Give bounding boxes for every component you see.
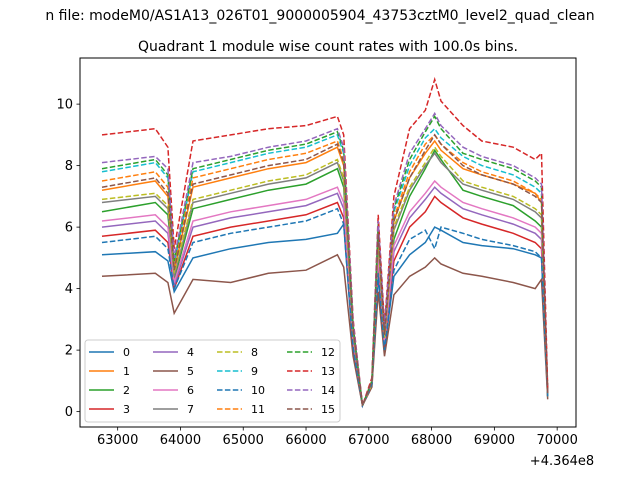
x-tick-label: 63000 bbox=[97, 433, 138, 448]
legend-label-6: 6 bbox=[187, 384, 194, 397]
y-tick-label: 0 bbox=[65, 405, 73, 420]
legend-label-3: 3 bbox=[123, 403, 130, 416]
legend-label-4: 4 bbox=[187, 346, 194, 359]
y-tick-label: 4 bbox=[65, 282, 73, 297]
legend-label-9: 9 bbox=[251, 365, 258, 378]
x-tick-label: 68000 bbox=[411, 433, 452, 448]
x-tick-label: 66000 bbox=[285, 433, 326, 448]
legend-label-2: 2 bbox=[123, 384, 130, 397]
x-axis-offset-label: +4.364e8 bbox=[530, 454, 594, 469]
x-tick-label: 65000 bbox=[223, 433, 264, 448]
y-tick-label: 2 bbox=[65, 344, 73, 359]
axes-frame bbox=[79, 57, 577, 428]
series-line-13 bbox=[101, 76, 549, 406]
series-line-15 bbox=[101, 133, 549, 406]
legend-label-10: 10 bbox=[251, 384, 265, 397]
x-tick-label: 69000 bbox=[474, 433, 515, 448]
series-line-10 bbox=[101, 207, 549, 409]
x-tick-label: 70000 bbox=[536, 433, 577, 448]
legend-label-7: 7 bbox=[187, 403, 194, 416]
legend-label-15: 15 bbox=[321, 403, 335, 416]
legend-label-5: 5 bbox=[187, 365, 194, 378]
x-tick-label: 64000 bbox=[160, 433, 201, 448]
y-axis: 0 2 4 6 8 10 bbox=[56, 98, 80, 420]
series-line-8 bbox=[101, 145, 549, 409]
legend-label-8: 8 bbox=[251, 346, 258, 359]
legend-label-1: 1 bbox=[123, 365, 130, 378]
axes-title: Quadrant 1 module wise count rates with … bbox=[138, 39, 518, 55]
y-tick-label: 10 bbox=[56, 98, 73, 113]
legend-label-14: 14 bbox=[321, 384, 335, 397]
legend-box bbox=[84, 339, 341, 423]
legend-label-11: 11 bbox=[251, 403, 265, 416]
x-axis: 63000 64000 65000 66000 67000 68000 69000 70000 bbox=[97, 427, 578, 448]
y-tick-label: 6 bbox=[65, 221, 73, 236]
y-tick-label: 8 bbox=[65, 159, 73, 174]
legend-label-12: 12 bbox=[321, 346, 335, 359]
series-layer bbox=[101, 76, 549, 409]
figure-suptitle: n file: modeM0/AS1A13_026T01_9000005904_… bbox=[45, 8, 594, 24]
x-tick-label: 67000 bbox=[348, 433, 389, 448]
legend-label-0: 0 bbox=[123, 346, 130, 359]
legend-label-13: 13 bbox=[321, 365, 335, 378]
